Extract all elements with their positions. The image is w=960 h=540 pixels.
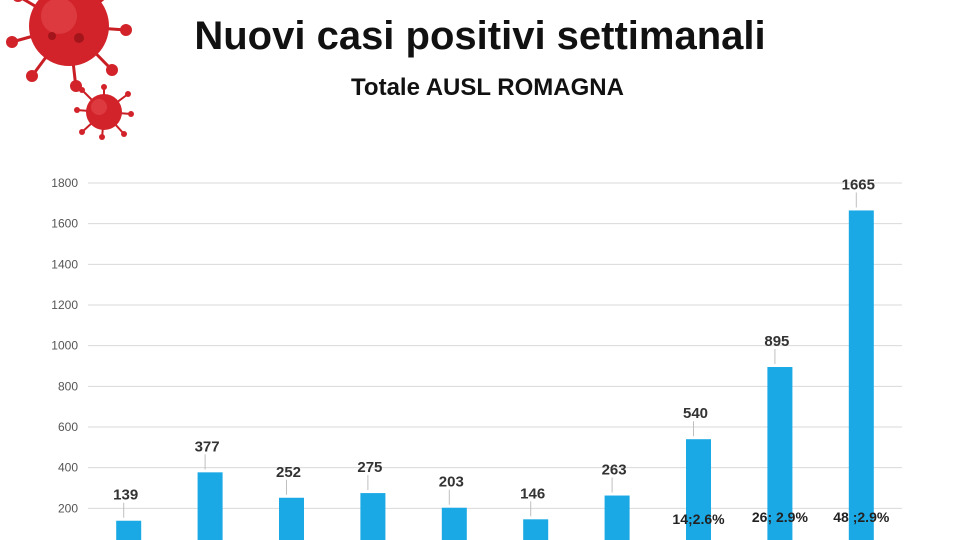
data-label: 1665: [842, 176, 875, 193]
bar: [116, 520, 142, 540]
y-tick-label: 400: [58, 461, 78, 475]
chart-title: Nuovi casi positivi settimanali: [194, 14, 766, 58]
bar: [197, 472, 223, 540]
data-label: 895: [764, 333, 789, 350]
data-label: 203: [439, 474, 464, 491]
bar: [767, 367, 793, 540]
y-tick-label: 1800: [51, 176, 78, 190]
data-label: 146: [520, 485, 545, 502]
y-tick-label: 800: [58, 379, 78, 393]
bar: [523, 519, 549, 540]
data-label: 377: [195, 438, 220, 455]
y-tick-label: 1600: [51, 217, 78, 231]
y-tick-label: 1000: [51, 339, 78, 353]
data-label: 540: [683, 405, 708, 422]
data-label: 252: [276, 464, 301, 481]
data-label: 275: [357, 459, 382, 476]
bar-annotation: 26; 2.9%: [752, 509, 809, 525]
bar: [360, 493, 386, 540]
virus-icon: [6, 0, 132, 92]
bar: [604, 495, 630, 540]
bar: [279, 497, 304, 540]
data-label: 263: [602, 462, 627, 479]
y-tick-label: 600: [58, 420, 78, 434]
bar: [686, 439, 711, 540]
bar-annotation: 48 ;2.9%: [833, 509, 890, 525]
virus-icon: [74, 84, 134, 140]
y-tick-label: 1400: [51, 257, 78, 271]
bar-annotation: 14;2.6%: [672, 511, 725, 527]
y-tick-label: 1200: [51, 298, 78, 312]
bar: [441, 507, 467, 540]
bar: [848, 210, 874, 540]
chart-subtitle: Totale AUSL ROMAGNA: [351, 74, 624, 101]
data-label: 139: [113, 487, 138, 504]
y-tick-label: 200: [58, 501, 78, 515]
